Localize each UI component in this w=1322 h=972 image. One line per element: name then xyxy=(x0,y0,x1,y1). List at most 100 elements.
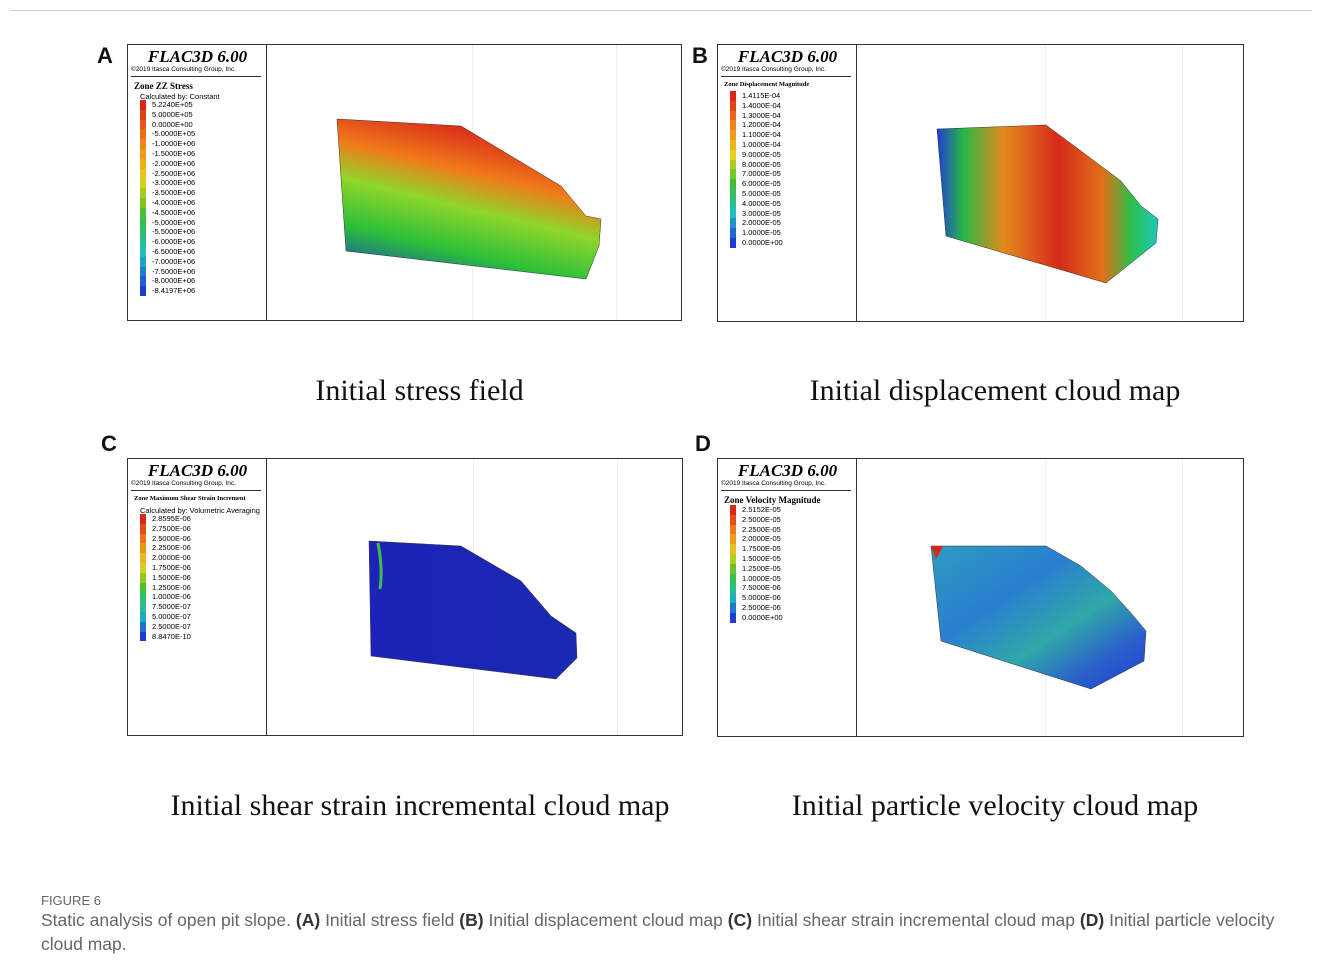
legend-entry: 5.0000E-06 xyxy=(730,593,781,603)
legend-entry: 1.7500E-06 xyxy=(140,563,191,573)
legend-swatch xyxy=(140,524,146,534)
panel: FLAC3D 6.00©2019 Itasca Consulting Group… xyxy=(127,458,683,736)
legend-swatch xyxy=(140,632,146,642)
legend-value: 2.5000E-06 xyxy=(152,534,191,543)
panel-caption: Initial displacement cloud map xyxy=(730,372,1260,410)
legend-swatch xyxy=(140,208,146,218)
legend-swatch xyxy=(140,100,146,110)
legend-entry: -5.0000E+05 xyxy=(140,129,195,139)
legend-value: -4.5000E+06 xyxy=(152,208,195,217)
software-name: FLAC3D 6.00 xyxy=(718,461,857,481)
legend-entry: 2.0000E-06 xyxy=(140,553,191,563)
legend-value: 7.0000E-05 xyxy=(742,169,781,178)
legend-value: 6.0000E-05 xyxy=(742,179,781,188)
legend-entry: 2.0000E-05 xyxy=(730,534,781,544)
panel-caption: Initial shear strain incremental cloud m… xyxy=(170,787,670,825)
legend-value: 2.5000E-05 xyxy=(742,515,781,524)
legend-entry: 1.5000E-05 xyxy=(730,554,781,564)
legend-entry: 5.0000E-07 xyxy=(140,612,191,622)
legend-entry: 4.0000E-05 xyxy=(730,199,781,209)
legend-swatch xyxy=(730,574,736,584)
legend-value: -3.0000E+06 xyxy=(152,178,195,187)
legend-swatch xyxy=(140,120,146,130)
legend-entry: 5.0000E-05 xyxy=(730,189,781,199)
legend-entry: 1.0000E-06 xyxy=(140,592,191,602)
legend-title: Zone Maximum Shear Strain Increment xyxy=(134,495,246,502)
legend-swatch xyxy=(730,169,736,179)
legend-swatch xyxy=(730,209,736,219)
legend-swatch xyxy=(140,169,146,179)
panel-caption: Initial particle velocity cloud map xyxy=(730,787,1260,825)
legend-entry: 1.4115E-04 xyxy=(730,91,780,101)
legend-swatch xyxy=(140,237,146,247)
legend-swatch xyxy=(730,564,736,574)
legend-entry: -3.0000E+06 xyxy=(140,178,195,188)
legend-value: 1.0000E-05 xyxy=(742,574,781,583)
legend-swatch xyxy=(730,120,736,130)
legend-value: 1.2500E-05 xyxy=(742,564,781,573)
legend-value: 5.0000E-07 xyxy=(152,612,191,621)
legend-swatch xyxy=(140,218,146,228)
legend-swatch xyxy=(730,199,736,209)
legend-title: Zone Displacement Magnitude xyxy=(724,81,809,88)
legend-swatch xyxy=(140,622,146,632)
copyright: ©2019 Itasca Consulting Group, Inc. xyxy=(721,480,826,487)
legend-swatch xyxy=(730,218,736,228)
legend-value: 1.4115E-04 xyxy=(742,91,780,100)
legend-swatch xyxy=(140,612,146,622)
legend-swatch xyxy=(140,257,146,267)
legend-swatch xyxy=(140,188,146,198)
legend-swatch xyxy=(140,149,146,159)
legend-swatch xyxy=(140,534,146,544)
panel-caption: Initial stress field xyxy=(127,372,712,410)
legend-value: 2.8595E-06 xyxy=(152,514,191,523)
legend-swatch xyxy=(730,505,736,515)
legend-entry: -5.5000E+06 xyxy=(140,227,195,237)
legend-swatch xyxy=(730,603,736,613)
figure-label: FIGURE 6 xyxy=(41,893,101,908)
legend-entry: 3.0000E-05 xyxy=(730,209,781,219)
legend-swatch xyxy=(140,129,146,139)
slope-face xyxy=(937,125,1158,283)
legend-swatch xyxy=(140,276,146,286)
legend-value: 2.5000E-07 xyxy=(152,622,191,631)
legend-entry: 1.2000E-04 xyxy=(730,120,781,130)
legend-entry: 1.1000E-04 xyxy=(730,130,781,140)
legend-swatch xyxy=(730,544,736,554)
software-name: FLAC3D 6.00 xyxy=(128,461,267,481)
legend-entry: 2.0000E-05 xyxy=(730,218,781,228)
legend-entry: 0.0000E+00 xyxy=(730,613,783,623)
panel: FLAC3D 6.00©2019 Itasca Consulting Group… xyxy=(717,44,1244,322)
legend-rule xyxy=(721,490,851,491)
legend-value: -2.5000E+06 xyxy=(152,169,195,178)
legend-swatch xyxy=(140,198,146,208)
legend-entry: 0.0000E+00 xyxy=(140,120,193,130)
legend-value: 3.0000E-05 xyxy=(742,209,781,218)
legend-swatch xyxy=(730,534,736,544)
legend-swatch xyxy=(140,110,146,120)
slope-face xyxy=(931,546,1146,689)
legend-entry: 1.4000E-04 xyxy=(730,101,781,111)
legend-entry: -1.5000E+06 xyxy=(140,149,195,159)
legend-value: 1.7500E-05 xyxy=(742,544,781,553)
legend-swatch xyxy=(140,573,146,583)
legend-title: Zone ZZ Stress xyxy=(134,81,193,91)
legend-entry: 1.2500E-05 xyxy=(730,564,781,574)
legend-value: 2.2500E-06 xyxy=(152,543,191,552)
legend-value: 5.0000E-06 xyxy=(742,593,781,602)
legend-entry: -7.0000E+06 xyxy=(140,257,195,267)
legend-value: 2.0000E-06 xyxy=(152,553,191,562)
legend-value: -6.0000E+06 xyxy=(152,237,195,246)
legend-value: -5.0000E+05 xyxy=(152,129,195,138)
legend-entry: 1.3000E-04 xyxy=(730,111,781,121)
legend-rule xyxy=(131,76,261,77)
legend-entry: 7.5000E-07 xyxy=(140,602,191,612)
legend-entry: 1.7500E-05 xyxy=(730,544,781,554)
legend-swatch xyxy=(730,179,736,189)
legend-swatch xyxy=(730,515,736,525)
legend: FLAC3D 6.00©2019 Itasca Consulting Group… xyxy=(128,45,267,320)
legend-value: -7.0000E+06 xyxy=(152,257,195,266)
legend-entry: 8.0000E-05 xyxy=(730,160,781,170)
legend-value: -5.0000E+06 xyxy=(152,218,195,227)
legend-swatch xyxy=(140,592,146,602)
